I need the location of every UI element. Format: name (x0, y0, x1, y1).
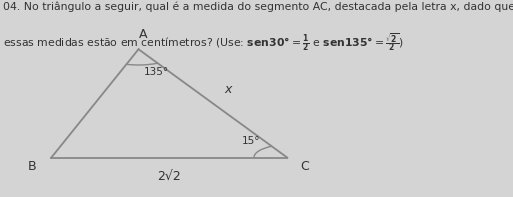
Text: B: B (27, 160, 36, 173)
Text: 2√2: 2√2 (157, 169, 181, 182)
Text: C: C (300, 160, 309, 173)
Text: 135°: 135° (144, 67, 169, 77)
Text: A: A (140, 28, 148, 41)
Text: 15°: 15° (242, 136, 261, 146)
Text: essas medidas estão em centímetros? (Use: $\mathbf{sen30°} = \mathbf{\frac{1}{2}: essas medidas estão em centímetros? (Use… (3, 32, 403, 53)
Text: 04. No triângulo a seguir, qual é a medida do segmento AC, destacada pela letra : 04. No triângulo a seguir, qual é a medi… (3, 2, 513, 12)
Text: x: x (225, 83, 232, 96)
